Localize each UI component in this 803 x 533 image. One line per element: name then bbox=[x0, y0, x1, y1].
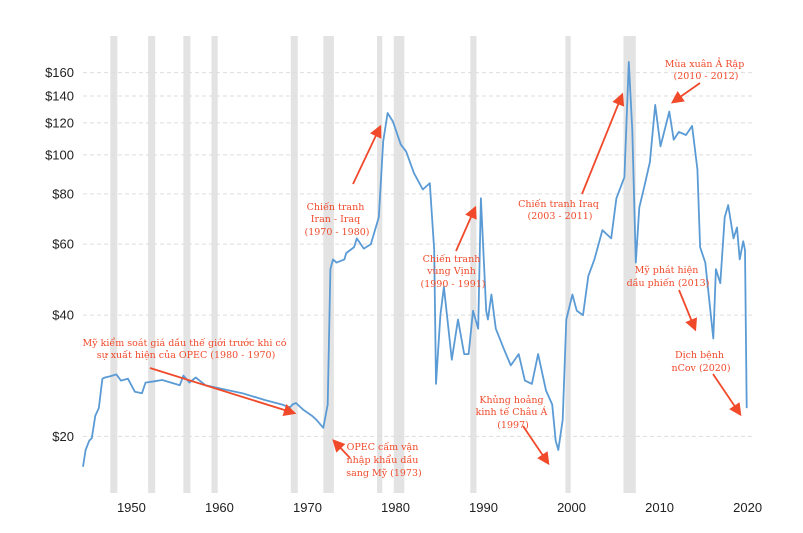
annotation-line: OPEC cấm vận bbox=[347, 442, 419, 453]
annotation-arrow bbox=[455, 205, 477, 252]
annotation-line: Mỹ kiểm soát giá dầu thế giới trước khi … bbox=[83, 337, 287, 349]
recession-band bbox=[183, 36, 191, 493]
annotation-arrow bbox=[149, 367, 297, 417]
annotation-line: vùng Vịnh bbox=[426, 266, 476, 277]
recession-band bbox=[290, 36, 298, 493]
annotation-line: Mùa xuân Ả Rập bbox=[665, 57, 745, 70]
recession-band bbox=[211, 36, 218, 493]
annotation-arrow bbox=[332, 439, 351, 459]
annotation-iran-iraq-war: Chiến tranh Iran - Iraq (1970 - 1980) bbox=[304, 202, 369, 238]
annotation-arrow bbox=[670, 82, 701, 104]
x-tick-label: 2020 bbox=[733, 500, 762, 515]
annotation-shale-oil: Mỹ phát hiện dầu phiến (2013) bbox=[627, 265, 710, 289]
price-series bbox=[82, 61, 748, 467]
y-axis-labels: $20 $40 $60 $80 $100 $120 $140 $160 bbox=[45, 65, 74, 444]
annotation-line: Khủng hoảng bbox=[479, 395, 543, 406]
annotation-line: Dịch bệnh bbox=[675, 350, 724, 361]
annotation-line: (2003 - 2011) bbox=[527, 211, 592, 222]
annotation-line: Chiến tranh bbox=[307, 202, 365, 213]
annotation-arrow bbox=[581, 92, 625, 195]
y-tick-label: $60 bbox=[52, 237, 74, 252]
y-tick-label: $160 bbox=[45, 65, 74, 80]
annotation-line: (1970 - 1980) bbox=[304, 227, 369, 238]
x-tick-label: 1980 bbox=[381, 500, 410, 515]
x-axis-labels: 1950 1960 1970 1980 1990 2000 2010 2020 bbox=[117, 500, 762, 515]
annotation-gulf-war: Chiến tranh vùng Vịnh (1990 - 1991) bbox=[420, 254, 485, 290]
recession-band bbox=[377, 36, 383, 493]
annotation-iraq-war: Chiến tranh Iraq (2003 - 2011) bbox=[518, 199, 602, 222]
annotation-arrow bbox=[712, 373, 742, 417]
annotations: Mỹ kiểm soát giá dầu thế giới trước khi … bbox=[83, 57, 748, 479]
annotation-line: (2010 - 2012) bbox=[673, 71, 738, 82]
x-tick-label: 1990 bbox=[469, 500, 498, 515]
annotation-opec-embargo: OPEC cấm vận nhập khẩu dầu sang Mỹ (1973… bbox=[346, 442, 421, 479]
y-tick-label: $20 bbox=[52, 429, 74, 444]
y-tick-label: $40 bbox=[52, 308, 74, 323]
recession-band bbox=[110, 36, 118, 493]
annotation-line: nhập khẩu dầu bbox=[347, 454, 419, 466]
recession-band bbox=[323, 36, 334, 493]
x-tick-label: 1970 bbox=[293, 500, 322, 515]
annotation-arrow bbox=[522, 425, 550, 466]
annotation-arrow bbox=[678, 289, 698, 332]
y-tick-label: $140 bbox=[45, 88, 74, 103]
annotation-asian-crisis: Khủng hoảng kinh tế Châu Á (1997) bbox=[476, 395, 551, 431]
annotation-line: sự xuất hiện của OPEC (1980 - 1970) bbox=[97, 350, 276, 361]
annotation-line: (1990 - 1991) bbox=[420, 279, 485, 290]
annotation-arab-spring: Mùa xuân Ả Rập (2010 - 2012) bbox=[665, 57, 748, 82]
price-line bbox=[82, 61, 748, 467]
recession-band bbox=[565, 36, 571, 493]
y-tick-label: $100 bbox=[45, 147, 74, 162]
annotation-line: Chiến tranh bbox=[423, 254, 481, 265]
annotation-line: kinh tế Châu Á bbox=[476, 406, 548, 418]
x-tick-label: 1950 bbox=[117, 500, 146, 515]
annotation-arrows bbox=[149, 82, 742, 466]
y-tick-label: $120 bbox=[45, 115, 74, 130]
recession-band bbox=[393, 36, 405, 493]
annotation-line: sang Mỹ (1973) bbox=[346, 468, 421, 479]
y-tick-label: $80 bbox=[52, 186, 74, 201]
annotation-line: Iran - Iraq bbox=[311, 214, 360, 225]
x-tick-label: 2010 bbox=[645, 500, 674, 515]
recession-band bbox=[470, 36, 477, 493]
annotation-line: Mỹ phát hiện bbox=[635, 265, 699, 276]
annotation-line: dầu phiến (2013) bbox=[627, 278, 710, 289]
annotation-line: (1997) bbox=[497, 420, 529, 431]
annotation-line: nCov (2020) bbox=[671, 363, 730, 374]
x-tick-label: 2000 bbox=[557, 500, 586, 515]
recession-band bbox=[148, 36, 156, 493]
annotation-line: Chiến tranh Iraq bbox=[518, 199, 599, 210]
annotation-ncov: Dịch bệnh nCov (2020) bbox=[671, 350, 730, 374]
recession-bands bbox=[110, 36, 636, 493]
x-tick-label: 1960 bbox=[205, 500, 234, 515]
annotation-arrow bbox=[352, 124, 382, 185]
annotation-us-control: Mỹ kiểm soát giá dầu thế giới trước khi … bbox=[83, 337, 290, 361]
